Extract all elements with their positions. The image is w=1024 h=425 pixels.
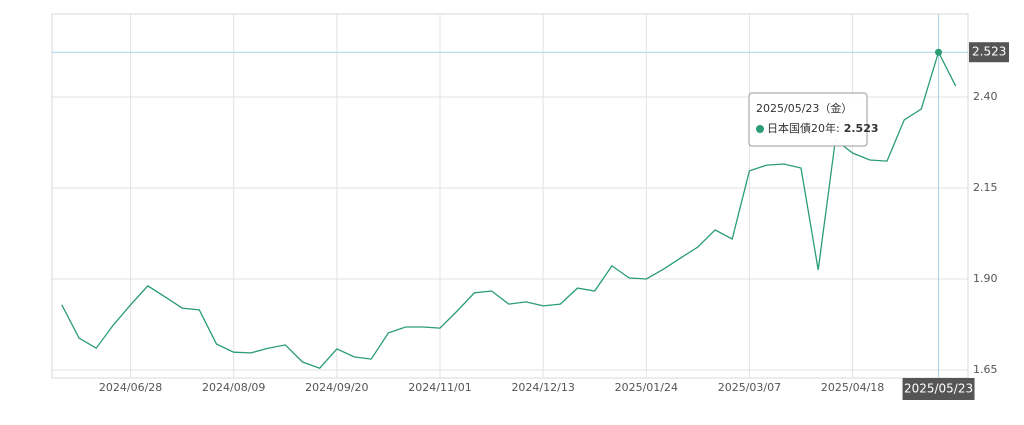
y-tick-label: 2.15 — [973, 181, 998, 194]
tooltip-value: 2.523 — [844, 122, 879, 135]
data-line — [61, 50, 957, 369]
tooltip-row: 日本国債20年: 2.523 — [767, 121, 879, 135]
tooltip-title: 2025/05/23（金） — [756, 101, 852, 115]
x-tick-label: 2024/12/13 — [511, 381, 574, 394]
y-tick-label: 2.40 — [973, 90, 998, 103]
x-tick-label: 2025/03/07 — [718, 381, 781, 394]
x-tick-label: 2024/09/20 — [305, 381, 368, 394]
highlight-point — [935, 48, 943, 56]
y-tick-label: 1.90 — [973, 272, 998, 285]
y-crosshair-box — [969, 42, 1009, 63]
tooltip: 2025/05/23（金） 日本国債20年: 2.523 — [748, 92, 879, 147]
x-crosshair-box — [902, 378, 975, 400]
x-tick-label: 2024/06/28 — [99, 381, 162, 394]
plot-frame — [51, 13, 969, 379]
tooltip-label: 日本国債20年: — [767, 121, 840, 135]
y-tick-label: 1.65 — [973, 363, 998, 376]
x-tick-label: 2025/04/18 — [821, 381, 884, 394]
tooltip-box — [748, 92, 868, 147]
x-crosshair-label: 2025/05/23 — [904, 382, 973, 396]
tooltip-dot — [756, 125, 764, 133]
y-crosshair-label: 2.523 — [972, 45, 1006, 59]
x-tick-label: 2024/08/09 — [202, 381, 265, 394]
x-tick-label: 2024/11/01 — [408, 381, 471, 394]
x-tick-label: 2025/01/24 — [615, 381, 678, 394]
